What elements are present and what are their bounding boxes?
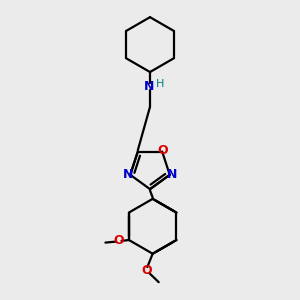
Text: N: N [123, 168, 134, 181]
Text: O: O [158, 144, 168, 157]
Text: N: N [167, 168, 177, 181]
Text: H: H [156, 79, 164, 89]
Text: O: O [141, 264, 152, 277]
Text: N: N [144, 80, 154, 93]
Text: O: O [113, 234, 124, 248]
